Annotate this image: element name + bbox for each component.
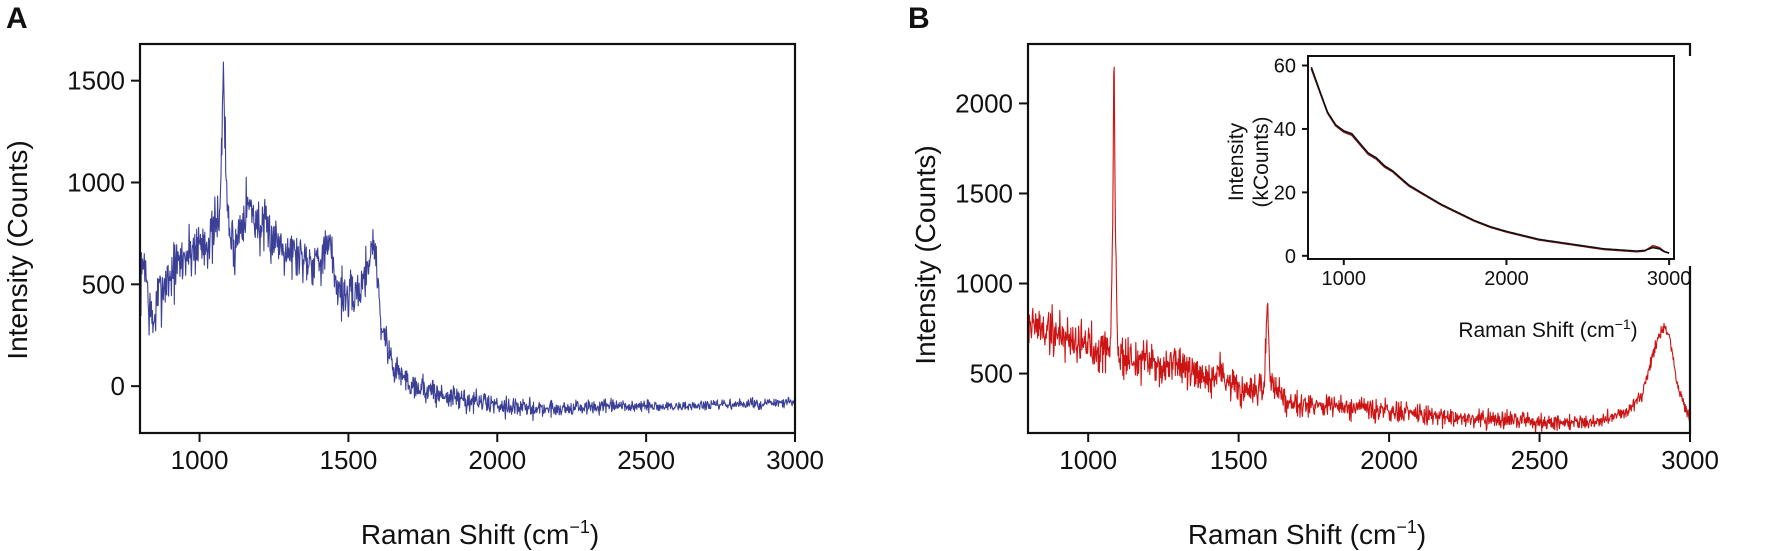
panel-a-x-tick-label: 2500: [617, 445, 675, 475]
panel-b-inset-y-tick-label: 60: [1274, 56, 1296, 78]
panel-b-y-tick-label: 1000: [955, 269, 1013, 299]
panel-a-y-tick-label: 500: [82, 269, 125, 299]
panel-b-x-axis-title: Raman Shift (cm−1): [1188, 517, 1426, 550]
panel-a-y-tick-label: 1500: [67, 66, 125, 96]
panel-b-inset-background: [1336, 56, 1712, 266]
panel-a-x-tick-label: 3000: [766, 445, 824, 475]
panel-a-y-tick-label: 0: [111, 371, 125, 401]
panel-b-inset: 1000 2000 3000 0 20 40 60 Raman Shift (cm−1) I…: [1225, 55, 1712, 342]
panel-b-y-tick-label: 2000: [955, 88, 1013, 118]
panel-a-x-tick-label: 1500: [319, 445, 377, 475]
panel-a-series-line-0: [139, 61, 796, 422]
panel-b-series-line-0: [1027, 66, 1691, 434]
panel-b-inset-series-line-1: [1310, 66, 1670, 254]
panel-b-inset-x-axis-title: Raman Shift (cm−1): [1458, 316, 1637, 342]
panel-a-x-tick-label: 2000: [468, 445, 526, 475]
panel-b-x-tick-label: 2500: [1511, 445, 1569, 475]
panel-a: A 1000 1500 2000 2500 3000 0 500 1000 1500 Raman…: [2, 2, 824, 550]
panel-a-plot-frame: [138, 42, 797, 435]
panel-b-inset-x-tick-label: 2000: [1484, 268, 1529, 290]
panel-b-inset-y-tick-label: 0: [1285, 246, 1296, 268]
panel-a-x-tick-label: 1000: [171, 445, 229, 475]
panel-b-inset-x-tick-label: 3000: [1647, 268, 1692, 290]
panel-b-label: B: [908, 2, 930, 35]
panel-a-y-axis-title: Intensity (Counts): [2, 140, 33, 359]
panel-b-x-tick-label: 1500: [1210, 445, 1268, 475]
panel-b-x-tick-label: 3000: [1661, 445, 1719, 475]
panel-b-inset-y-tick-label: 40: [1274, 119, 1296, 141]
panel-b-inset-x-tick-label: 1000: [1322, 268, 1367, 290]
panel-b: B 1000 1500 2000 2500 3000 500 1000 1500 2000 Ra…: [908, 2, 1719, 550]
panel-b-y-axis-title: Intensity (Counts): [910, 145, 941, 364]
panel-a-x-axis-title: Raman Shift (cm−1): [361, 517, 599, 550]
panel-b-inset-y-axis-title: Intensity(kCounts): [1225, 116, 1273, 207]
panel-b-y-tick-label: 1500: [955, 178, 1013, 208]
panel-a-y-tick-label: 1000: [67, 167, 125, 197]
panel-b-inset-y-tick-label: 20: [1274, 182, 1296, 204]
panel-b-y-tick-label: 500: [970, 359, 1013, 389]
panel-b-x-tick-label: 1000: [1059, 445, 1117, 475]
panel-b-plot-area: 1000 1500 2000 2500 3000 500 1000 1500 2000: [955, 42, 1719, 475]
panel-b-inset-plot-frame: [1307, 55, 1675, 260]
panel-a-plot-area: 1000 1500 2000 2500 3000 0 500 1000 1500: [67, 42, 824, 475]
panel-b-inset-plot-area: 1000 2000 3000 0 20 40 60: [1274, 55, 1692, 290]
panel-b-x-tick-label: 2000: [1360, 445, 1418, 475]
panel-a-label: A: [6, 2, 28, 35]
